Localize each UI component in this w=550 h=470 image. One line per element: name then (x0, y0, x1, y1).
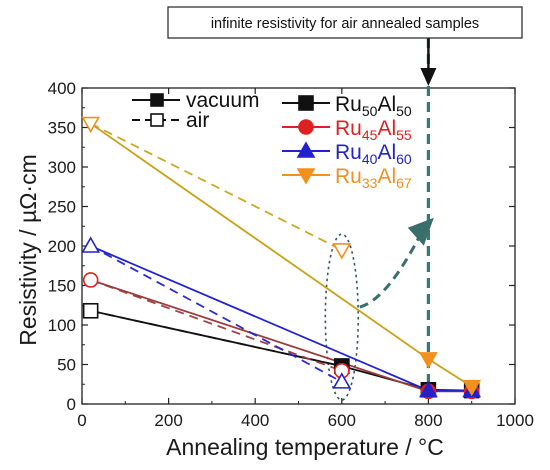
y-tick-label: 350 (48, 119, 76, 138)
x-tick-label: 600 (328, 411, 356, 430)
x-tick-label: 0 (77, 411, 86, 430)
legend-element: Al (377, 141, 396, 164)
vacuum-marker (419, 352, 438, 369)
series-markers (81, 116, 482, 400)
legend-subscript: 45 (362, 127, 378, 143)
series-air-line (90, 279, 343, 372)
y-tick-label: 150 (48, 277, 76, 296)
air-marker (81, 116, 101, 134)
air-marker (332, 372, 352, 389)
callout-text: infinite resistivity for air annealed sa… (211, 16, 479, 32)
legend-element: Al (377, 165, 396, 188)
y-tick-labels: 0 50 100 150 200 250 300 350 400 (48, 79, 76, 414)
legend-subscript: 40 (362, 151, 378, 167)
callout-arrow-head (420, 68, 437, 86)
legend-marker (298, 119, 314, 135)
legend-subscript: 33 (362, 175, 378, 191)
legend-element: Al (377, 117, 396, 140)
x-axis-title: Annealing temperature / °C (166, 434, 444, 460)
vacuum-marker (462, 379, 482, 397)
legend-label: Ru40Al60 (335, 141, 412, 167)
y-tick-label: 200 (48, 237, 76, 256)
air-marker (81, 236, 101, 253)
y-axis-title: Resistivity / µΩ·cm (15, 154, 41, 345)
series-air-line (90, 245, 343, 383)
curved-arrow-head (407, 217, 434, 246)
air-marker (82, 302, 99, 319)
y-tick-label: 250 (48, 198, 76, 217)
legend-label: Ru50Al50 (335, 93, 412, 119)
legend-subscript: 67 (396, 175, 412, 191)
air-marker (332, 243, 352, 260)
x-tick-labels: 0 200 400 600 800 1000 (77, 411, 534, 430)
series-vacuum-line (90, 245, 472, 392)
legend-marker-air (150, 113, 164, 127)
y-tick-label: 400 (48, 79, 76, 98)
axis-ticks (81, 87, 516, 405)
legend-marker (298, 95, 314, 111)
annotations (324, 38, 437, 401)
curved-arrow (359, 231, 424, 309)
legend-marker (296, 168, 316, 185)
y-tick-label: 0 (67, 395, 76, 414)
legend-label: Ru33Al67 (335, 165, 412, 191)
legend-subscript: 55 (396, 127, 412, 143)
series-vacuum-line (90, 309, 472, 392)
y-tick-label: 50 (57, 356, 76, 375)
x-tick-label: 800 (414, 411, 442, 430)
vacuum-marker (419, 380, 438, 398)
highlight-ellipse (324, 233, 360, 401)
callout: infinite resistivity for air annealed sa… (167, 6, 523, 39)
legend-subscript: 50 (362, 103, 378, 119)
callout-box (167, 6, 523, 39)
legend-subscript: 50 (396, 103, 412, 119)
series-vacuum-line (90, 122, 473, 388)
legend-element: Al (377, 93, 396, 116)
legend-element: Ru (335, 141, 362, 164)
legend-label-air: air (186, 109, 209, 132)
x-tick-label: 1000 (496, 411, 534, 430)
x-tick-label: 200 (154, 411, 182, 430)
legend-marker (296, 141, 316, 158)
legend-element: Ru (335, 117, 362, 140)
legend-element: Ru (335, 93, 362, 116)
y-tick-label: 300 (48, 158, 76, 177)
series-air-line (90, 122, 343, 251)
legend-label-vacuum: vacuum (186, 89, 260, 112)
series-lines (90, 122, 473, 393)
series-vacuum-line (90, 279, 472, 393)
legend-marker-vacuum (150, 93, 164, 107)
legend-label: Ru45Al55 (335, 117, 412, 143)
x-tick-label: 400 (241, 411, 269, 430)
air-marker (82, 272, 99, 288)
y-tick-label: 100 (48, 316, 76, 335)
legend-subscript: 60 (396, 151, 412, 167)
legend-element: Ru (335, 165, 362, 188)
